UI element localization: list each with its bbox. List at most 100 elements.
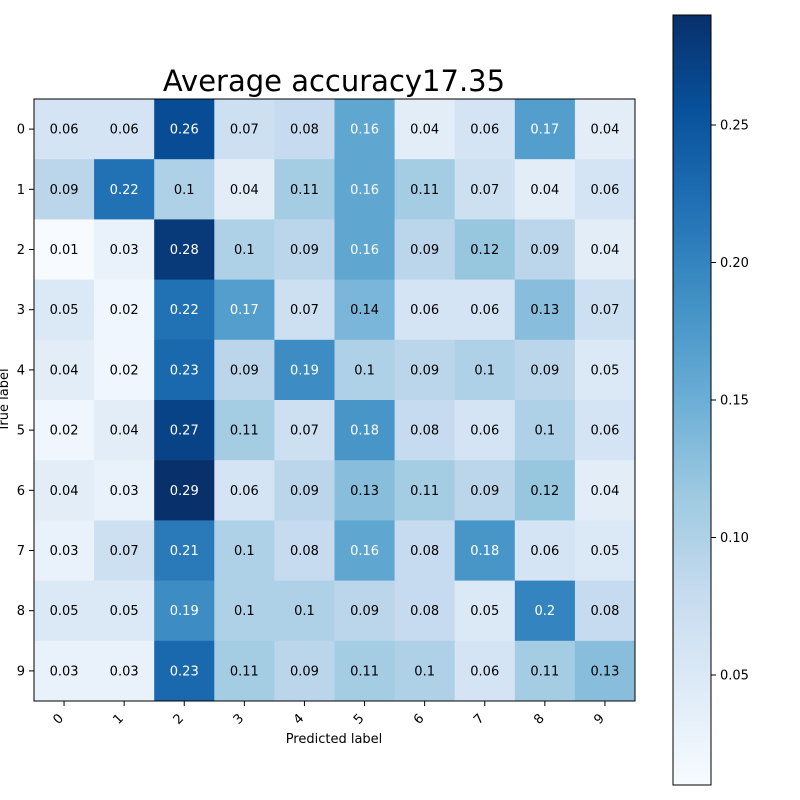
- cell-value-label: 0.1: [294, 604, 315, 619]
- cell-value-label: 0.08: [410, 424, 439, 439]
- cell-value-label: 0.02: [110, 363, 139, 378]
- colorbar-gradient: [673, 15, 711, 785]
- cell-value-label: 0.1: [234, 243, 255, 258]
- x-axis-ticks: 0 1 2 3 4 5 6 7 8 9: [50, 701, 608, 728]
- heatmap-cell: [514, 219, 576, 281]
- cell-value-label: 0.14: [350, 303, 379, 318]
- heatmap-cell: [94, 400, 155, 461]
- heatmap-cell: [94, 279, 155, 341]
- heatmap-cell: [574, 640, 636, 702]
- heatmap-cell: [214, 520, 275, 582]
- cell-value-label: 0.11: [350, 664, 379, 679]
- x-tick-label: 5: [351, 711, 367, 727]
- cell-value-label: 0.09: [470, 484, 499, 499]
- cell-value-label: 0.11: [530, 664, 559, 679]
- y-tick-label: 6: [17, 484, 25, 499]
- cell-value-label: 0.06: [110, 123, 139, 138]
- colorbar-tick-label: 0.05: [720, 669, 749, 684]
- heatmap-cell: [214, 159, 275, 220]
- heatmap-cell: [394, 279, 456, 341]
- cell-value-label: 0.19: [290, 363, 319, 378]
- cell-value-label: 0.04: [110, 424, 139, 439]
- heatmap-cell: [394, 339, 456, 401]
- heatmap-cell: [154, 279, 215, 341]
- cell-value-label: 0.05: [50, 303, 79, 318]
- cell-value-label: 0.13: [350, 484, 379, 499]
- heatmap-cell: [454, 640, 516, 702]
- heatmap-cell: [34, 159, 95, 220]
- heatmap-cell: [454, 219, 516, 281]
- heatmap-cell: [514, 159, 576, 220]
- heatmap-cell: [334, 219, 396, 281]
- cell-value-label: 0.1: [535, 424, 556, 439]
- cell-value-label: 0.18: [350, 424, 379, 439]
- heatmap-cell: [574, 279, 636, 341]
- heatmap-cell: [514, 99, 576, 160]
- heatmap-cell: [514, 400, 576, 461]
- heatmap-cell: [34, 640, 95, 702]
- y-tick-label: 8: [17, 604, 25, 619]
- cell-value-label: 0.09: [530, 243, 559, 258]
- cell-value-label: 0.04: [530, 183, 559, 198]
- colorbar-tick-label: 0.25: [720, 119, 749, 134]
- heatmap-cell: [514, 580, 576, 642]
- x-tick-label: 8: [531, 711, 547, 727]
- heatmap-cell: [94, 219, 155, 281]
- heatmap-cell: [214, 580, 275, 642]
- cell-value-label: 0.06: [470, 123, 499, 138]
- cell-value-label: 0.18: [470, 544, 499, 559]
- heatmap-cell: [94, 339, 155, 401]
- heatmap-cell: [454, 580, 516, 642]
- heatmap-cell: [274, 339, 335, 401]
- heatmap-cell: [154, 99, 215, 160]
- x-tick-label: 9: [591, 711, 607, 727]
- cell-value-label: 0.03: [50, 664, 79, 679]
- heatmap-cell: [574, 400, 636, 461]
- heatmap-cell: [94, 520, 155, 582]
- heatmap-cell: [394, 580, 456, 642]
- cell-value-label: 0.09: [230, 363, 259, 378]
- colorbar-tick-label: 0.15: [720, 394, 749, 409]
- heatmap-cell: [34, 219, 95, 281]
- cell-value-label: 0.1: [354, 363, 375, 378]
- y-tick-label: 4: [17, 363, 25, 378]
- y-tick-label: 0: [17, 123, 25, 138]
- heatmap-cell: [394, 400, 456, 461]
- heatmap-cell: [214, 279, 275, 341]
- cell-value-label: 0.05: [110, 604, 139, 619]
- heatmap-cell: [274, 400, 335, 461]
- cell-value-label: 0.07: [290, 303, 319, 318]
- cell-value-label: 0.21: [170, 544, 199, 559]
- heatmap-cell: [394, 99, 456, 160]
- cell-value-label: 0.08: [410, 604, 439, 619]
- y-axis-label: True label: [0, 368, 12, 432]
- cell-value-label: 0.13: [530, 303, 559, 318]
- cell-value-label: 0.16: [350, 243, 379, 258]
- heatmap-cell: [34, 460, 95, 521]
- heatmap-cell: [214, 640, 275, 702]
- heatmap-cell: [94, 159, 155, 220]
- cell-value-label: 0.03: [110, 664, 139, 679]
- cell-value-label: 0.07: [230, 123, 259, 138]
- cell-value-label: 0.13: [590, 664, 619, 679]
- cell-value-label: 0.22: [170, 303, 199, 318]
- cell-value-label: 0.06: [530, 544, 559, 559]
- cell-value-label: 0.06: [410, 303, 439, 318]
- heatmap-cell: [154, 159, 215, 220]
- cell-value-label: 0.01: [50, 243, 79, 258]
- heatmap-cell: [274, 279, 335, 341]
- cell-value-label: 0.09: [410, 363, 439, 378]
- heatmap-cell: [334, 339, 396, 401]
- heatmap-cell: [454, 159, 516, 220]
- heatmap-cell: [514, 640, 576, 702]
- heatmap-cell: [214, 339, 275, 401]
- heatmap-cell: [514, 520, 576, 582]
- cell-value-label: 0.23: [170, 664, 199, 679]
- cell-value-label: 0.04: [410, 123, 439, 138]
- cell-value-label: 0.09: [530, 363, 559, 378]
- cell-value-label: 0.09: [290, 664, 319, 679]
- heatmap-cell: [214, 99, 275, 160]
- cell-value-label: 0.1: [474, 363, 495, 378]
- cell-value-label: 0.2: [535, 604, 556, 619]
- cell-value-label: 0.29: [170, 484, 199, 499]
